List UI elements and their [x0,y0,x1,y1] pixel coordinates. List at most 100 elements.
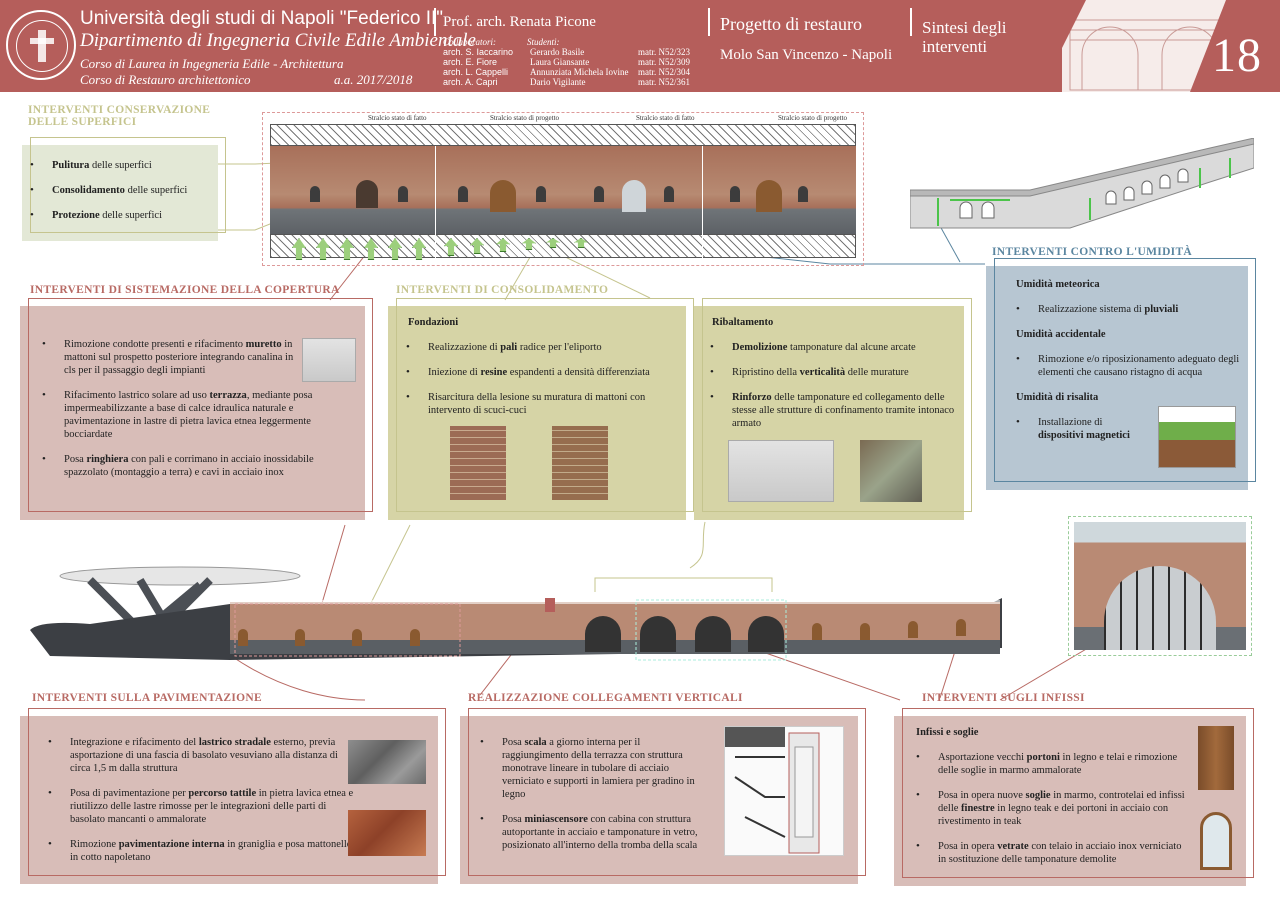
list-item: Pulitura delle superfici [22,159,218,172]
student-matr: matr. N52/323 [638,47,690,57]
crack-repair-image [552,426,608,500]
student-name: Dario Vigilante [530,77,586,87]
stair-lift-render-image [724,726,844,856]
list-item: Rimozione condotte presenti e rifaciment… [34,338,294,377]
sub-heading: Ribaltamento [712,317,774,328]
divider [708,8,710,36]
magnetic-device-image [1158,406,1236,468]
sheet-title: Sintesi degli interventi [922,18,1007,56]
window [458,186,468,202]
box-ribaltamento: Ribaltamento Demolizione tamponature dal… [694,298,972,520]
collaborator: arch. S. Iaccarino [443,47,514,57]
section-hatch-top [270,124,856,146]
window [730,186,740,202]
list-item: Demolizione tamponature dal alcune arcat… [702,341,956,354]
course-subject: Corso di Restauro architettonico [80,72,251,87]
list-item: Integrazione e rifacimento del lastrico … [40,736,360,775]
list-item: Asportazione vecchi portoni in legno e t… [908,751,1190,777]
section-title-consolidamento: INTERVENTI DI CONSOLIDAMENTO [396,284,609,296]
professor: Prof. arch. Renata Picone [443,14,596,30]
sub-heading: Umidità meteorica [1016,279,1100,290]
sub-heading: Infissi e soglie [916,727,979,738]
strip-caption: Stralcio stato di fatto [368,114,427,122]
department-name: Dipartimento di Ingegneria Civile Edile … [80,30,476,51]
collaborator: arch. L. Cappelli [443,67,509,77]
elevation-frame [262,112,864,266]
divider [910,8,912,36]
vault-model-image [728,440,834,502]
collaborator: arch. E. Fiore [443,57,498,67]
sheet-number: 18 [1212,29,1262,82]
student-name: Annunziata Michela Iovine [530,67,629,77]
list-item: Posa scala a giorno interna per il raggi… [472,736,700,801]
window [798,186,808,202]
collaborator: arch. A. Capri [443,77,498,87]
section-title-superfici: INTERVENTI CONSERVAZIONE DELLE SUPERFICI [28,104,211,128]
box-infissi: Infissi e soglie Asportazione vecchi por… [894,708,1254,886]
strip-caption: Stralcio stato di progetto [778,114,848,122]
elevation-strip [270,124,856,260]
course-name: Corso di Laurea in Ingegneria Edile - Ar… [80,56,344,71]
university-seal-icon [6,10,76,80]
glazing-render-frame [1068,516,1252,656]
section-title-copertura: INTERVENTI DI SISTEMAZIONE DELLA COPERTU… [30,284,340,296]
academic-year: a.a. 2017/2018 [334,72,413,87]
list-item: Rimozione e/o riposizionamento adeguato … [1008,353,1248,379]
list-item: Posa miniascensore con cabina con strutt… [472,813,700,852]
arch-door [356,180,378,208]
project-site: Molo San Vincenzo - Napoli [720,47,893,63]
section-title-pavimentazione: INTERVENTI SULLA PAVIMENTAZIONE [32,692,263,704]
sub-heading: Umidità di risalita [1016,392,1099,403]
section-hatch-bottom [270,234,856,258]
project-title: Progetto di restauro [720,14,862,34]
list-item: Posa ringhiera con pali e corrimano in a… [34,453,330,479]
header-banner: 18 Università degli studi di Napoli "Fed… [0,0,1280,92]
window [536,186,546,202]
list-item: Rimozione pavimentazione interna in gran… [40,838,360,864]
list-item: Posa in opera nuove soglie in marmo, con… [908,789,1190,828]
box-copertura: Rimozione condotte presenti e rifaciment… [20,298,373,520]
strip-caption: Stralcio stato di progetto [490,114,560,122]
list-item: Rifacimento lastrico solare ad uso terra… [34,389,330,441]
student-name: Gerardo Basile [530,47,585,57]
glazed-arch [1104,566,1216,650]
arch-door [490,180,516,212]
pluvial-system-model [909,137,1255,238]
list-item: Posa in opera vetrate con telaio in acci… [908,840,1190,866]
wooden-door-image [1198,726,1234,790]
box-pavimentazione: Integrazione e rifacimento del lastrico … [20,708,446,884]
sub-heading: Umidità accidentale [1016,329,1106,340]
section-title-collegamenti: REALIZZAZIONE COLLEGAMENTI VERTICALI [468,692,743,704]
sub-heading: Fondazioni [408,317,459,328]
arched-window-image [1200,812,1232,870]
section-title-infissi: INTERVENTI SUGLI INFISSI [922,692,1085,704]
list-item: Risarcitura della lesione su muratura di… [398,391,676,417]
channel-image [302,338,356,382]
students-title: Studenti: [527,37,560,47]
box-fondazioni: Fondazioni Realizzazione di pali radice … [388,298,694,520]
glazing-render-image [1074,522,1246,650]
window [664,186,674,202]
list-item: Iniezione di resine espandenti a densità… [398,366,676,379]
list-item: Realizzazione sistema di pluviali [1008,303,1248,316]
section-title-umidita: INTERVENTI CONTRO L'UMIDITÀ [992,246,1193,258]
divider [434,8,436,36]
arch-door [622,180,646,212]
list-item: Rinforzo delle tamponature ed collegamen… [702,391,956,430]
strip-caption: Stralcio stato di fatto [636,114,695,122]
list-item: Realizzazione di pali radice per l'elipo… [398,341,676,354]
arch-door [756,180,782,212]
window [398,186,408,202]
basalt-paving-image [348,740,426,784]
cotto-floor-image [348,810,426,856]
student-matr: matr. N52/361 [638,77,690,87]
university-name: Università degli studi di Napoli "Federi… [80,8,444,29]
window [310,186,320,202]
window [594,186,604,202]
list-item: Posa di pavimentazione per percorso tatt… [40,787,360,826]
student-matr: matr. N52/309 [638,57,690,67]
masonry-image [450,426,506,500]
student-name: Laura Giansante [530,57,590,67]
list-item: Protezione delle superfici [22,209,218,222]
